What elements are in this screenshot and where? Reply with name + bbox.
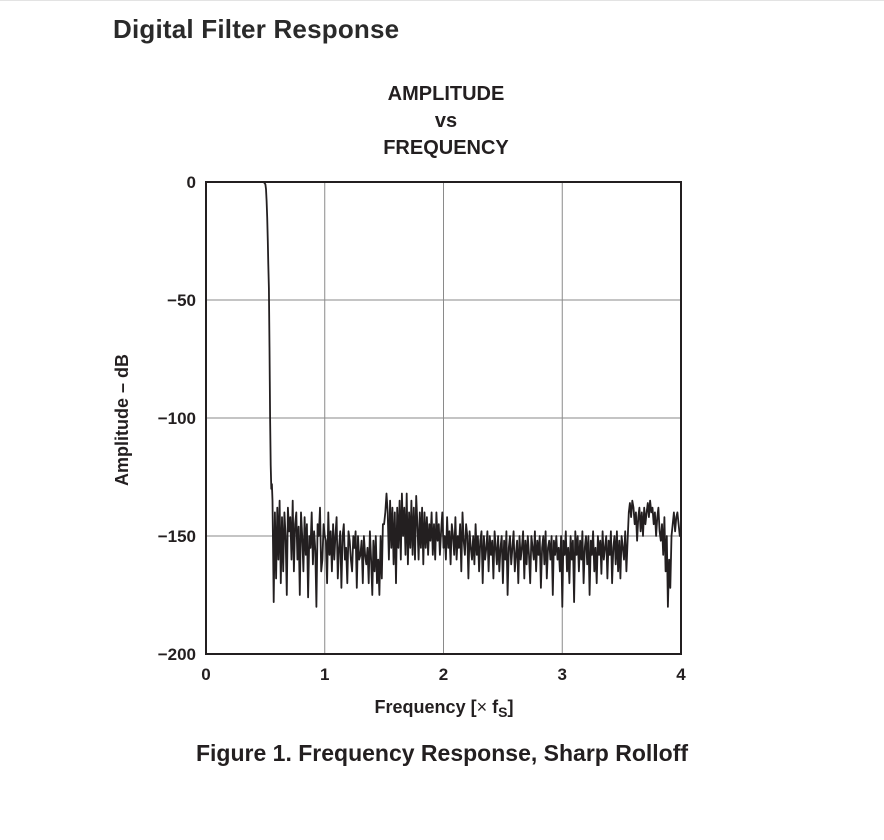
y-tick-label-2: −100 [158,409,196,428]
x-axis-label-times: × [477,697,488,717]
chart-title-line-1: AMPLITUDE [388,83,505,105]
chart-title-line-2: vs [435,110,457,132]
series-line-0 [206,181,682,608]
x-tick-label-4: 4 [676,665,686,684]
plot-frame [205,181,682,655]
x-axis-label-f: f [487,697,499,717]
y-tick-label-1: −50 [167,291,196,310]
series-layer [206,181,682,608]
y-tick-label-3: −150 [158,527,196,546]
y-tick-label-0: 0 [187,173,196,192]
x-tick-label-0: 0 [201,665,210,684]
top-rule [0,0,884,1]
section-heading: Digital Filter Response [113,14,400,44]
x-axis-label-close: ] [507,697,513,717]
y-tick-label-4: −200 [158,645,196,664]
chart-title-line-3: FREQUENCY [383,137,509,159]
y-axis-label: Amplitude – dB [112,354,132,486]
x-axis-label-subscript: S [498,704,507,720]
x-axis-label: Frequency [× fS] [375,697,514,720]
figure-caption: Figure 1. Frequency Response, Sharp Roll… [195,740,689,766]
frequency-response-chart: AMPLITUDE vs FREQUENCY 0 1 2 3 4 0 −50 −100 −150… [112,83,687,720]
x-axis-label-text: Frequency [ [375,697,477,717]
x-tick-label-2: 2 [439,665,448,684]
grid-lines [206,182,681,654]
tick-labels: 0 1 2 3 4 0 −50 −100 −150 −200 [158,173,687,684]
x-tick-label-3: 3 [558,665,567,684]
x-tick-label-1: 1 [320,665,329,684]
